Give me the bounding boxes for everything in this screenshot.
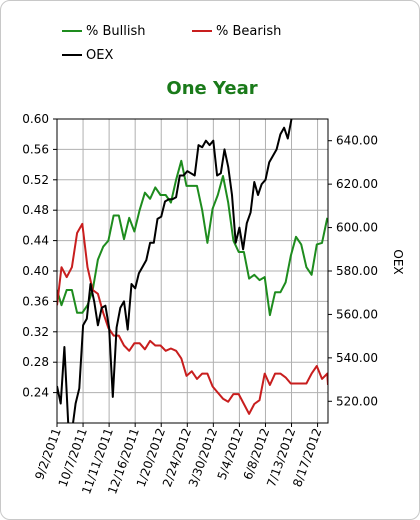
legend-label-bearish: % Bearish <box>216 24 281 39</box>
legend-item-oex: OEX <box>62 48 113 63</box>
plot-border <box>56 118 329 424</box>
y2-tick-label: 580.00 <box>336 264 378 278</box>
y-tick-label: 0.44 <box>22 234 49 248</box>
y2-tick-label: 560.00 <box>336 307 378 321</box>
y2-tick-label: 520.00 <box>336 394 378 408</box>
right-axis-label: OEX <box>391 249 405 274</box>
x-axis-ticks: 9/2/201110/7/201111/11/201112/16/20111/2… <box>32 423 324 496</box>
y-tick-label: 0.48 <box>22 203 49 217</box>
y-tick-label: 0.60 <box>22 112 49 126</box>
right-axis-ticks: 520.00 540.00 560.00 580.00 600.00 620.00 640.… <box>328 134 378 408</box>
legend-label-oex: OEX <box>86 48 113 63</box>
series-line-oex <box>57 119 293 423</box>
y-tick-label: 0.36 <box>22 294 49 308</box>
y-tick-label: 0.24 <box>22 386 49 400</box>
left-axis-ticks: 0.24 0.28 0.32 0.36 0.40 0.44 0.48 0.52 0.56 0.60 <box>22 112 57 400</box>
legend: % Bullish % Bearish OEX <box>62 24 281 63</box>
y2-tick-label: 540.00 <box>336 351 378 365</box>
y-tick-label: 0.52 <box>22 173 49 187</box>
legend-item-bullish: % Bullish <box>62 24 146 39</box>
legend-item-bearish: % Bearish <box>192 24 281 39</box>
y-tick-label: 0.32 <box>22 325 49 339</box>
legend-label-bullish: % Bullish <box>86 24 146 39</box>
series-layer <box>57 119 328 423</box>
chart-title: One Year <box>166 78 257 99</box>
y-tick-label: 0.40 <box>22 264 49 278</box>
y2-tick-label: 640.00 <box>336 134 378 148</box>
y-tick-label: 0.28 <box>22 355 49 369</box>
series-line-bullish <box>57 159 328 317</box>
y2-tick-label: 620.00 <box>336 177 378 191</box>
y-tick-label: 0.56 <box>22 142 49 156</box>
y2-tick-label: 600.00 <box>336 221 378 235</box>
